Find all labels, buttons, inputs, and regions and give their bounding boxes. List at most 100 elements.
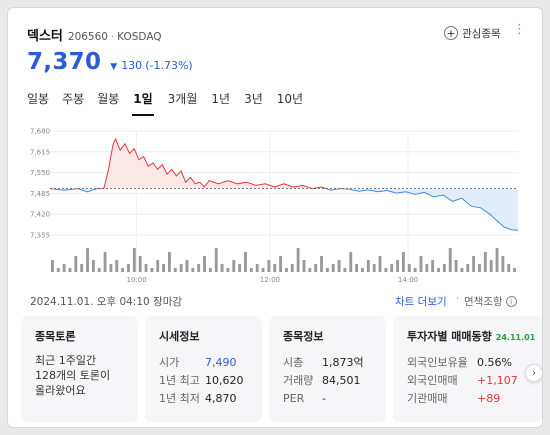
y-tick-label: 7,680 — [30, 128, 50, 136]
volume-bar — [302, 260, 306, 272]
investor-key: 외국인보유율 — [407, 356, 468, 369]
volume-bar — [372, 264, 376, 272]
investor-row: 기관매매 +89 — [407, 389, 518, 407]
volume-bar — [156, 260, 160, 272]
panel-title: 종목정보 — [283, 330, 324, 343]
volume-bar — [396, 260, 399, 272]
watchlist-label: 관심종목 — [462, 27, 501, 40]
volume-bar — [203, 256, 206, 272]
volume-bar — [208, 268, 212, 272]
tab-1-day[interactable]: 1일 — [132, 88, 155, 116]
quote-value: 4,870 — [205, 391, 237, 405]
intraday-chart[interactable]: 7,680 7,615 7,550 7,485 7,420 7,355 10:00 12:0… — [8, 8, 543, 288]
add-watchlist-button[interactable]: + 관심종목 — [444, 23, 501, 43]
volume-bar — [413, 268, 417, 272]
panel-quote[interactable]: 시세정보 시가 7,490 1년 최고 10,620 1년 최저 4,870 — [145, 316, 262, 422]
current-price: 7,370 — [27, 49, 102, 75]
panel-title: 종목토론 — [35, 330, 76, 343]
volume-bar — [238, 264, 242, 272]
quote-row: 1년 최고 10,620 — [159, 371, 244, 389]
volume-bar — [390, 264, 394, 272]
investor-row: 외국인보유율 0.56% — [407, 353, 518, 371]
tab-daily-candle[interactable]: 일봉 — [27, 92, 50, 106]
tab-3-years[interactable]: 3년 — [244, 92, 263, 106]
price-lines — [50, 137, 518, 231]
chart-more-link[interactable]: 차트 더보기 — [395, 296, 447, 308]
info-row: 시총 1,873억 — [283, 353, 364, 371]
volume-bar — [308, 268, 312, 272]
volume-bar — [437, 268, 440, 272]
investor-value: 0.56% — [477, 355, 512, 369]
quote-value: 7,490 — [205, 355, 237, 369]
volume-bar — [279, 256, 282, 272]
volume-bar — [80, 264, 84, 272]
panel-stock-info[interactable]: 종목정보 시총 1,873억 거래량 84,501 PER - — [269, 316, 386, 422]
volume-bar — [448, 248, 452, 272]
tab-monthly-candle[interactable]: 월봉 — [97, 92, 120, 106]
price-change: 130 — [121, 59, 143, 72]
area-below-reference — [50, 188, 518, 231]
volume-bar — [489, 260, 493, 272]
plus-icon: + — [444, 26, 458, 40]
volume-bar — [91, 260, 95, 272]
volume-bar — [109, 264, 113, 272]
volume-bar — [197, 264, 201, 272]
volume-bar — [191, 268, 195, 272]
volume-bar — [472, 256, 476, 272]
next-panels-button[interactable]: › — [525, 364, 542, 382]
price-areas — [50, 139, 518, 231]
quote-value: 10,620 — [205, 373, 244, 387]
volume-bar — [103, 252, 107, 272]
y-tick-label: 7,420 — [30, 211, 50, 219]
more-options-icon[interactable]: ⋮ — [513, 22, 526, 37]
x-tick-label: 10:00 — [126, 276, 146, 284]
volume-bar — [337, 260, 341, 272]
tab-1-year[interactable]: 1년 — [211, 92, 231, 106]
volume-bar — [249, 268, 253, 272]
volume-bar — [478, 264, 481, 272]
area-above-reference — [103, 139, 327, 189]
discussion-summary: 최근 1주일간 128개의 토론이 올라왔어요 — [35, 354, 111, 397]
panel-discussion[interactable]: 종목토론 최근 1주일간 128개의 토론이 올라왔어요 — [21, 316, 138, 422]
price-line-below — [50, 188, 518, 231]
info-icon: i — [505, 296, 517, 307]
x-tick-label: 12:00 — [260, 276, 280, 284]
volume-bar — [483, 252, 487, 272]
investor-value: +89 — [477, 391, 501, 405]
price-row: 7,370 ▼ 130 (-1.73%) — [27, 49, 193, 75]
volume-bar — [320, 256, 323, 272]
volume-bar — [150, 268, 154, 272]
disclaimer-link[interactable]: 면책조항 i — [464, 294, 517, 309]
volume-bar — [226, 268, 230, 272]
volume-bars — [51, 248, 516, 272]
volume-bar — [407, 264, 411, 272]
volume-bar — [127, 264, 130, 272]
tab-weekly-candle[interactable]: 주봉 — [62, 92, 85, 106]
tab-10-years[interactable]: 10년 — [276, 92, 304, 106]
separator-dot: · — [456, 294, 460, 305]
chevron-right-icon: › — [532, 367, 536, 379]
volume-bar — [74, 256, 78, 272]
y-tick-label: 7,615 — [30, 148, 50, 156]
volume-bar — [325, 268, 329, 272]
volume-bar — [185, 260, 189, 272]
volume-bar — [97, 268, 101, 272]
volume-bar — [431, 260, 435, 272]
volume-bar — [214, 248, 218, 272]
volume-bar — [466, 264, 470, 272]
volume-bar — [173, 268, 177, 272]
panel-investor-trend[interactable]: 투자자별 매매동향 24.11.01 외국인보유율 0.56% 외국인매매 +1,… — [393, 316, 542, 422]
price-change-percent: (-1.73%) — [145, 59, 193, 72]
investor-key: 외국인매매 — [407, 374, 458, 387]
stock-name[interactable]: 덱스터 — [27, 29, 63, 44]
volume-bar — [331, 264, 335, 272]
volume-bar — [179, 264, 183, 272]
investor-title: 투자자별 매매동향 — [407, 330, 492, 343]
volume-bar — [454, 260, 458, 272]
volume-bar — [220, 264, 224, 272]
volume-bar — [402, 252, 405, 272]
investor-key: 기관매매 — [407, 392, 448, 405]
tab-3-months[interactable]: 3개월 — [167, 92, 198, 106]
volume-bar — [355, 264, 359, 272]
quote-row: 1년 최저 4,870 — [159, 389, 244, 407]
